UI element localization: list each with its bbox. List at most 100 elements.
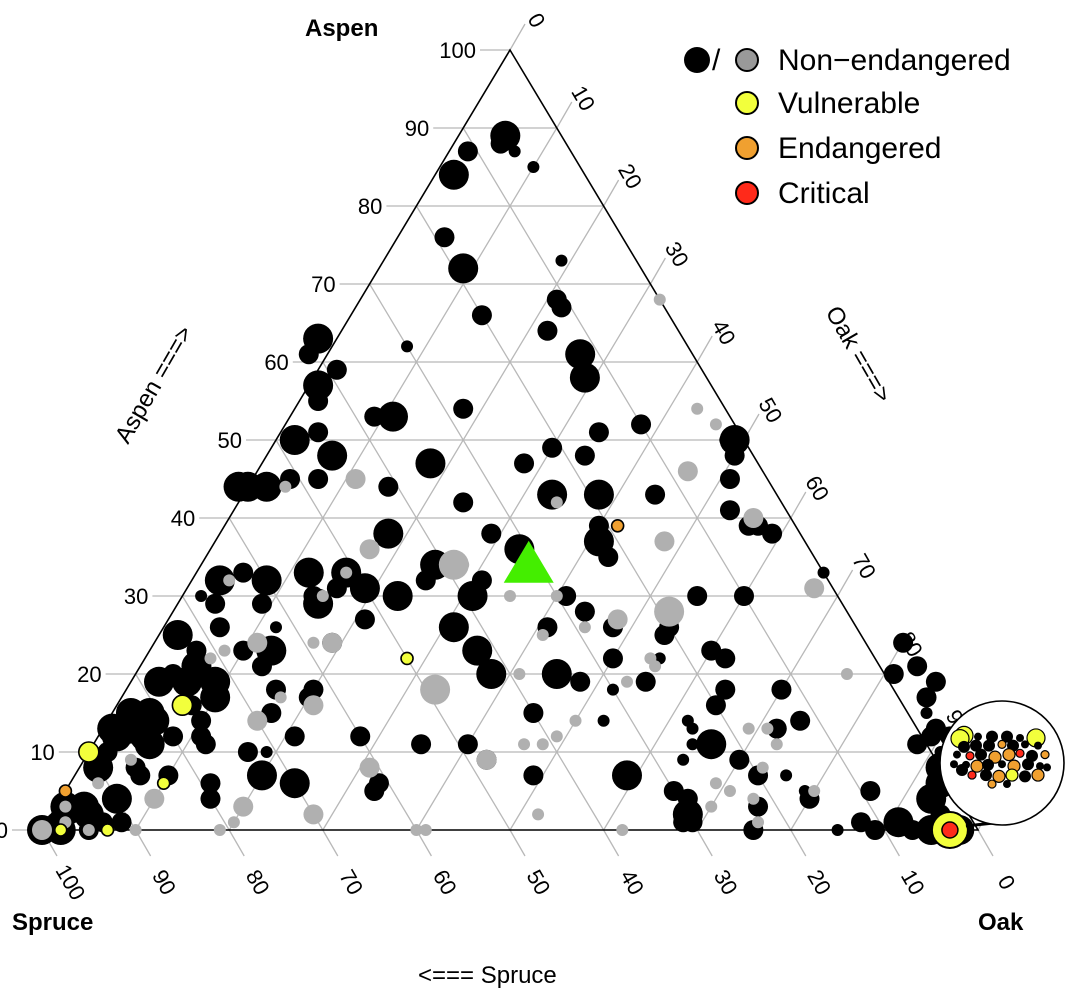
data-point-gray — [804, 578, 824, 598]
data-point-black — [453, 399, 473, 419]
data-point-black — [907, 656, 927, 676]
data-point-black — [575, 446, 595, 466]
tick-spruce — [604, 830, 619, 856]
legend-marker-gray — [736, 49, 758, 71]
tick-label-oak: 20 — [613, 159, 647, 193]
data-point-gray — [649, 660, 661, 672]
data-point-black — [677, 754, 689, 766]
tick-label-aspen: 70 — [311, 272, 335, 297]
data-point-black — [682, 715, 694, 727]
data-point-gray — [705, 801, 717, 813]
data-point-black — [458, 734, 478, 754]
data-point-black — [603, 648, 623, 668]
data-point-gray — [32, 820, 52, 840]
inset-point-black — [956, 764, 968, 776]
data-point-gray — [551, 590, 563, 602]
tick-label-aspen: 100 — [439, 38, 476, 63]
data-point-black — [200, 682, 230, 712]
inset-point-black — [983, 740, 995, 752]
data-point-gray — [710, 777, 722, 789]
data-point-gray — [233, 797, 253, 817]
data-point-black — [196, 734, 216, 754]
magnified-inset — [940, 701, 1064, 826]
legend-label-endangered: Endangered — [778, 132, 941, 165]
inset-point-orange — [1041, 751, 1049, 759]
data-point-black — [509, 145, 521, 157]
tick-label-spruce: 50 — [522, 865, 556, 899]
data-point-gray — [214, 824, 226, 836]
tick-oak — [557, 102, 572, 128]
data-point-black — [523, 703, 543, 723]
data-point-orange — [612, 520, 624, 532]
corner-label-right: Oak — [978, 909, 1024, 936]
data-point-black — [575, 602, 595, 622]
data-point-black — [200, 789, 220, 809]
data-point-gray — [518, 738, 530, 750]
data-point-gray — [654, 597, 684, 627]
inset-point-black — [953, 751, 961, 759]
corner-label-top: Aspen — [305, 15, 378, 42]
legend-marker-critical — [736, 182, 758, 204]
data-point-black — [734, 586, 754, 606]
inset-point-black — [950, 760, 958, 768]
data-point-gray — [654, 294, 666, 306]
data-point-gray — [761, 723, 773, 735]
data-point-gray — [743, 508, 763, 528]
data-point-black — [720, 469, 740, 489]
tick-label-spruce: 30 — [709, 865, 743, 899]
tick-label-spruce: 70 — [334, 865, 368, 899]
inset-point-black — [958, 741, 970, 753]
data-point-gray — [513, 668, 525, 680]
data-point-black — [280, 768, 310, 798]
data-point-black — [907, 734, 927, 754]
data-point-black — [448, 253, 478, 283]
data-point-black — [790, 711, 810, 731]
data-point-black — [729, 750, 749, 770]
data-point-black — [439, 612, 469, 642]
data-point-gray — [322, 633, 342, 653]
inset-point-orange — [1032, 769, 1044, 781]
tick-label-aspen: 10 — [30, 740, 54, 765]
data-point-gray — [360, 758, 380, 778]
tick-label-spruce: 10 — [896, 865, 930, 899]
data-point-black — [547, 290, 567, 310]
data-point-black — [598, 547, 618, 567]
data-point-black — [715, 648, 735, 668]
inset-point-red — [968, 771, 976, 779]
data-point-black — [491, 134, 511, 154]
data-point-black — [130, 765, 150, 785]
data-point-black — [542, 659, 572, 689]
data-point-gray — [532, 808, 544, 820]
data-point-gray — [247, 711, 267, 731]
gridline-spruce — [276, 440, 510, 830]
data-point-gray — [303, 804, 323, 824]
tick-label-spruce: 90 — [147, 865, 181, 899]
tick-label-oak: 0 — [523, 9, 551, 32]
data-point-gray — [59, 801, 71, 813]
data-point-black — [270, 621, 282, 633]
data-point-black — [280, 425, 310, 455]
data-point-gray — [279, 481, 291, 493]
data-point-black — [102, 784, 132, 814]
data-point-black — [696, 729, 726, 759]
data-point-yellow — [55, 824, 67, 836]
data-point-black — [355, 609, 375, 629]
inset-point-black — [1003, 780, 1011, 788]
tick-label-spruce: 0 — [993, 871, 1021, 894]
data-point-black — [893, 633, 913, 653]
tick-oak — [650, 258, 665, 284]
data-point-gray — [125, 754, 137, 766]
data-point-black — [458, 141, 478, 161]
data-point-gray — [317, 590, 329, 602]
data-point-gray — [747, 793, 759, 805]
tick-label-aspen: 90 — [405, 116, 429, 141]
data-point-black — [514, 453, 534, 473]
data-point-black — [238, 742, 258, 762]
inset-point-black — [998, 760, 1006, 768]
data-point-gray — [743, 723, 755, 735]
legend-label-non-endangered: Non−endangered — [778, 44, 1011, 77]
data-point-black — [762, 524, 782, 544]
data-point-gray — [92, 777, 104, 789]
data-point-black — [780, 769, 792, 781]
